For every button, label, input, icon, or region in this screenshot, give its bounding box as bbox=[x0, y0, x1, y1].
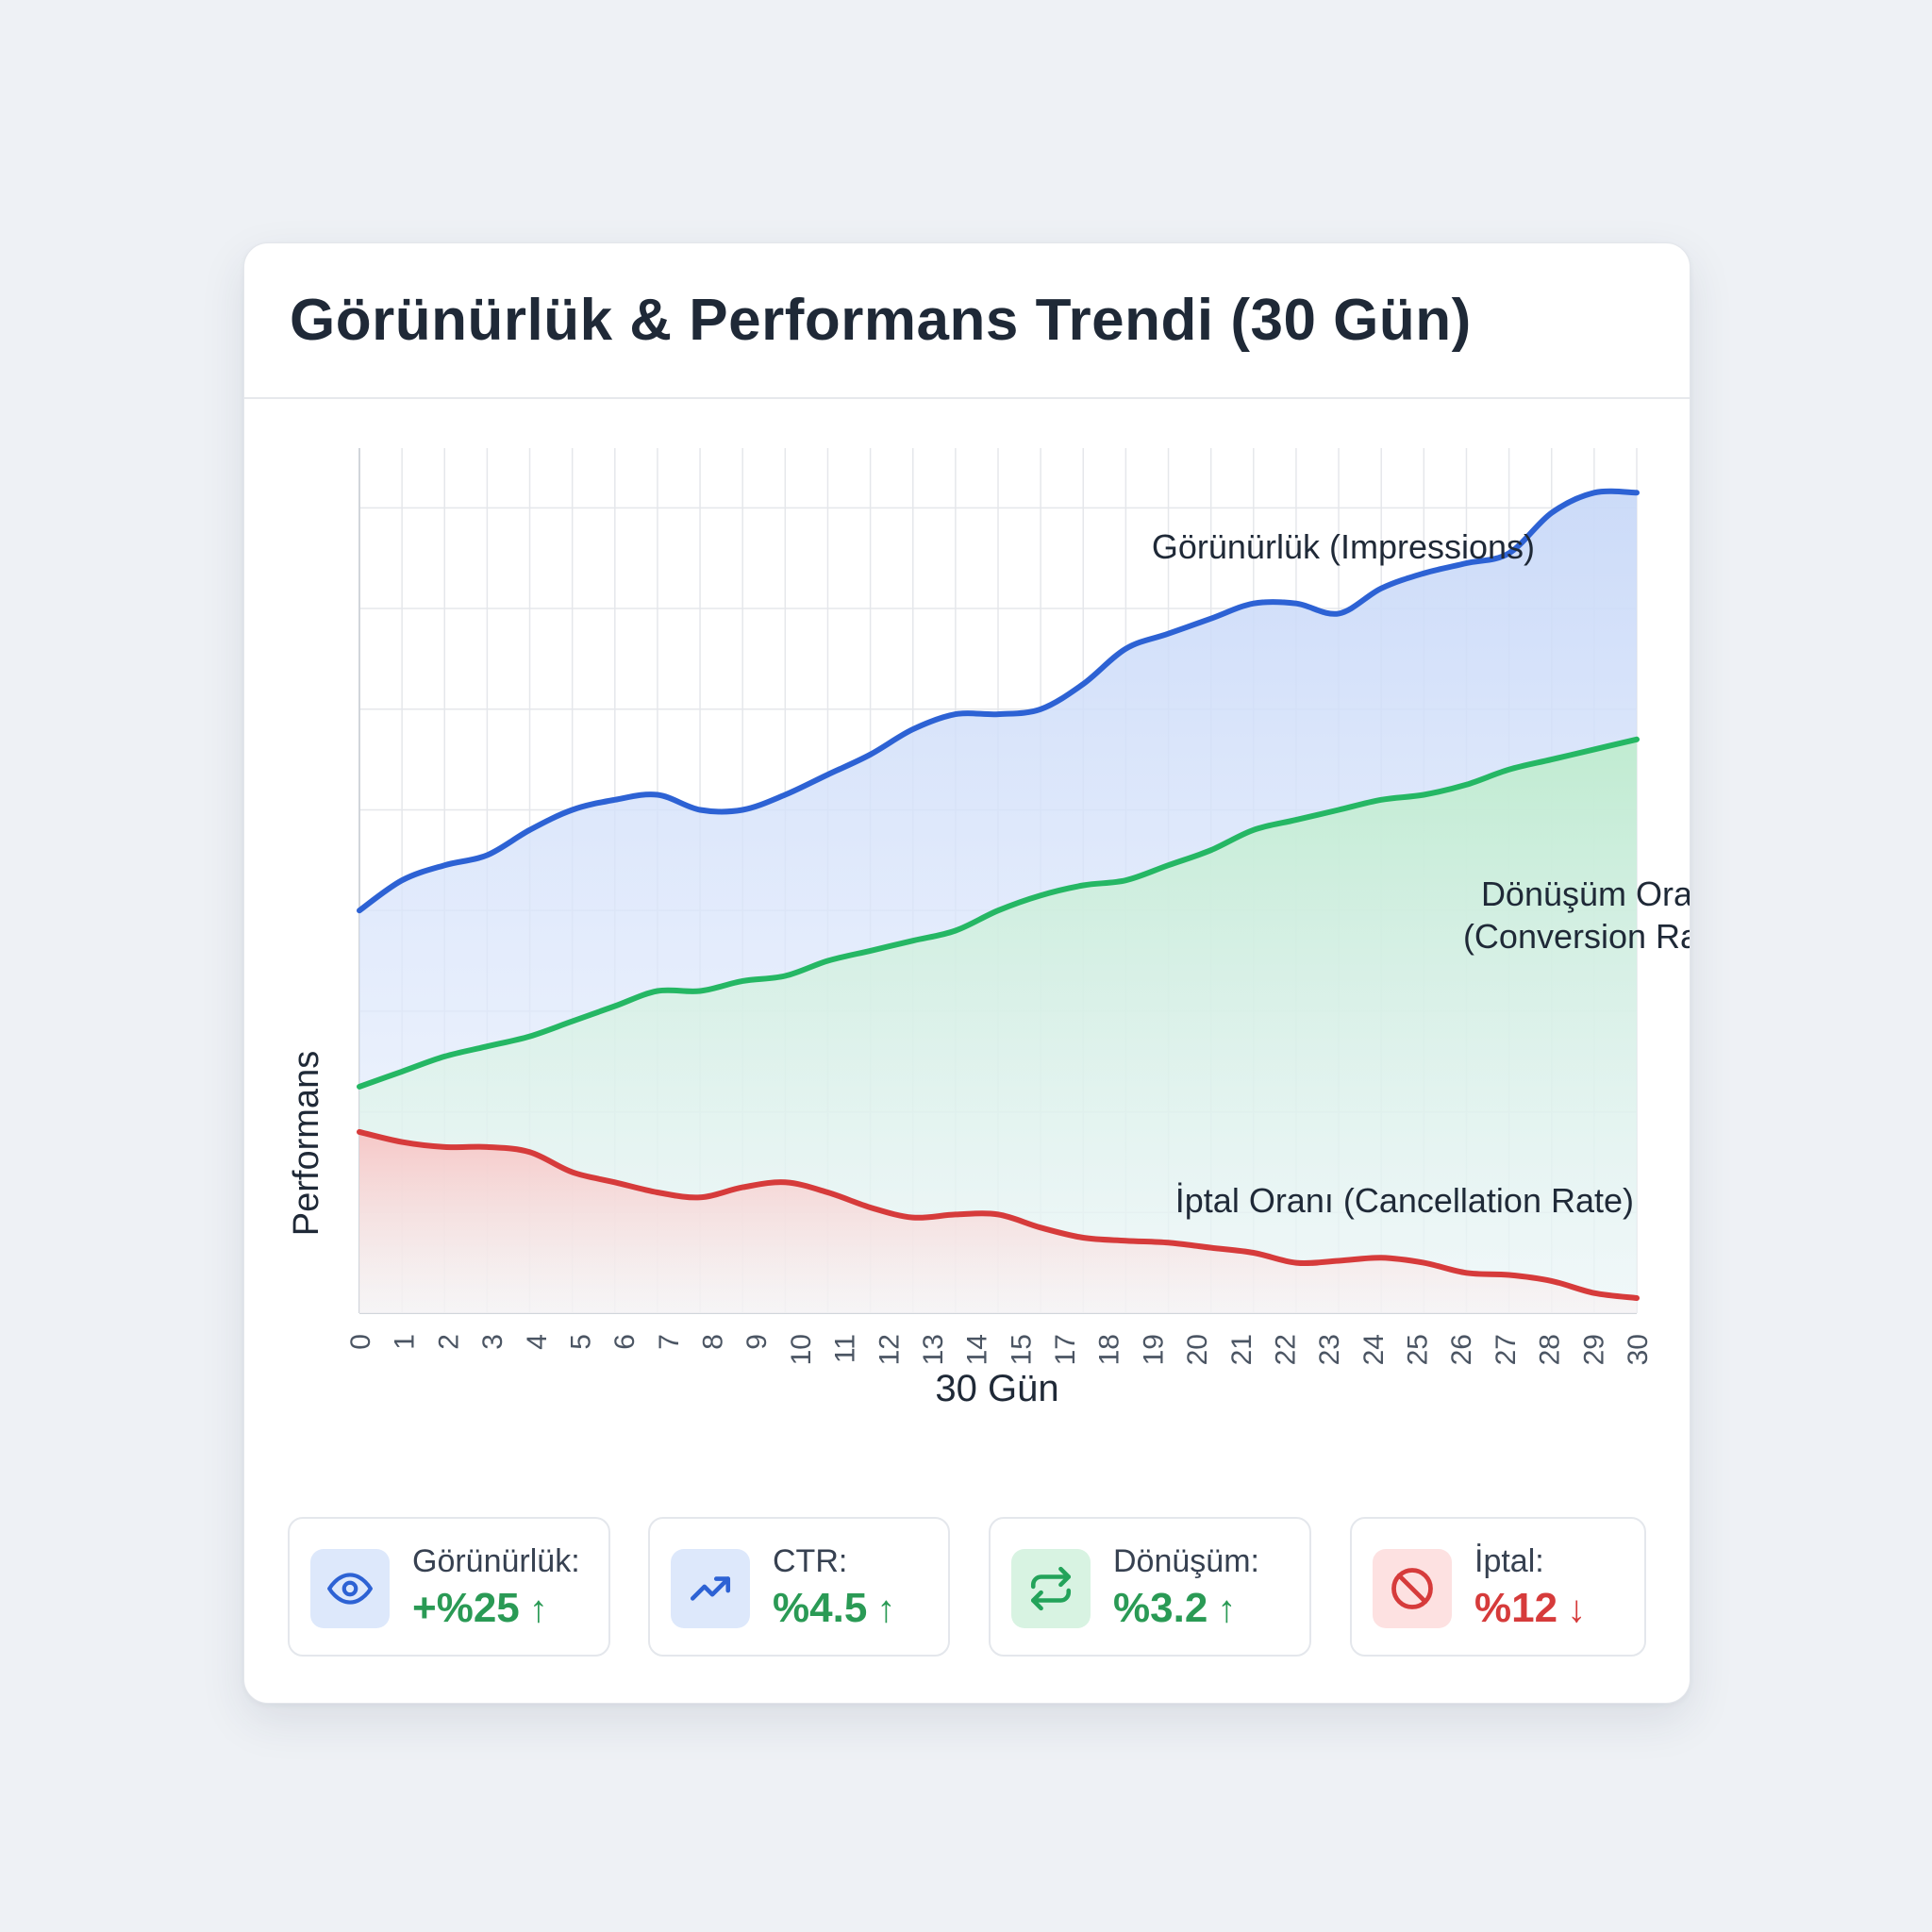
stat-card-ctr: CTR: %4.5 ↑ bbox=[648, 1517, 950, 1657]
chart-title: Görünürlük & Performans Trendi (30 Gün) bbox=[290, 288, 1472, 353]
x-tick-label: 28 bbox=[1535, 1334, 1566, 1365]
x-tick-label: 19 bbox=[1138, 1334, 1169, 1365]
block-icon bbox=[1373, 1549, 1452, 1628]
x-tick-label: 27 bbox=[1491, 1334, 1522, 1365]
stat-label: İptal: bbox=[1474, 1543, 1544, 1579]
x-tick-label: 22 bbox=[1271, 1334, 1302, 1365]
arrow-down-icon: ↓ bbox=[1567, 1589, 1587, 1630]
series-label-cancellation-rate: İptal Oranı (Cancellation Rate) bbox=[1175, 1181, 1634, 1220]
x-tick-label: 6 bbox=[609, 1334, 641, 1350]
x-tick-label: 15 bbox=[1006, 1334, 1037, 1365]
series-line-conversion-rate bbox=[357, 736, 1640, 1090]
x-tick-label: 12 bbox=[874, 1334, 905, 1365]
stat-card-conversion: Dönüşüm: %3.2 ↑ bbox=[989, 1517, 1311, 1657]
x-tick-label: 11 bbox=[830, 1334, 861, 1363]
eye-icon bbox=[310, 1549, 390, 1628]
x-tick-label: 4 bbox=[522, 1334, 553, 1350]
x-tick-label: 30 bbox=[1623, 1334, 1654, 1365]
x-tick-label: 18 bbox=[1094, 1334, 1125, 1365]
stat-value: %4.5 ↑ bbox=[773, 1585, 896, 1631]
stat-value: +%25 ↑ bbox=[412, 1585, 548, 1631]
x-tick-label: 0 bbox=[345, 1334, 376, 1350]
area-fills bbox=[359, 491, 1637, 1313]
x-tick-label: 26 bbox=[1446, 1334, 1477, 1365]
series-line-cancellation-rate bbox=[357, 1128, 1640, 1301]
stat-card-cancellation: İptal: %12 ↓ bbox=[1350, 1517, 1646, 1657]
stats-row: Görünürlük: +%25 ↑ CTR: %4.5 ↑ Dönüşüm: %3… bbox=[288, 1517, 1646, 1658]
line-chart: Görünürlük (Impressions) Dönüşüm Oranı (Co… bbox=[287, 448, 1690, 1409]
x-tick-label: 17 bbox=[1050, 1334, 1081, 1365]
arrow-up-icon: ↑ bbox=[1217, 1589, 1237, 1630]
series-lines bbox=[357, 488, 1640, 1301]
x-tick-label: 7 bbox=[654, 1334, 685, 1350]
series-label-conversion-rate-line-2: (Conversion Rate) bbox=[1463, 917, 1690, 956]
x-tick-label: 8 bbox=[698, 1334, 729, 1350]
series-labels: Görünürlük (Impressions) Dönüşüm Oranı (Co… bbox=[1152, 527, 1690, 1220]
x-tick-label: 23 bbox=[1314, 1334, 1345, 1365]
x-tick-label: 9 bbox=[741, 1334, 773, 1350]
x-tick-label: 25 bbox=[1403, 1334, 1434, 1365]
x-tick-label: 10 bbox=[786, 1334, 817, 1365]
chart-card: Görünürlük & Performans Trendi (30 Gün) bbox=[243, 242, 1690, 1704]
area-conversion-rate bbox=[359, 739, 1637, 1313]
x-tick-label: 5 bbox=[565, 1334, 596, 1350]
x-tick-label: 14 bbox=[962, 1334, 993, 1365]
stat-label: Dönüşüm: bbox=[1113, 1543, 1259, 1579]
x-tick-label: 3 bbox=[477, 1334, 508, 1350]
x-tick-label: 13 bbox=[918, 1334, 949, 1365]
chart-area: Görünürlük (Impressions) Dönüşüm Oranı (Co… bbox=[244, 401, 1690, 1429]
arrow-up-icon: ↑ bbox=[876, 1589, 896, 1630]
stat-label: CTR: bbox=[773, 1543, 848, 1579]
x-tick-label: 29 bbox=[1578, 1334, 1609, 1365]
x-tick-label: 21 bbox=[1226, 1334, 1257, 1365]
x-tick-label: 1 bbox=[390, 1334, 421, 1350]
series-label-conversion-rate-line-1: Dönüşüm Oranı bbox=[1481, 874, 1690, 913]
series-line-impressions bbox=[357, 488, 1640, 914]
x-tick-label: 20 bbox=[1182, 1334, 1213, 1365]
stat-label: Görünürlük: bbox=[412, 1543, 580, 1579]
y-axis-label: Performans bbox=[287, 1051, 326, 1236]
area-cancellation-rate bbox=[359, 1131, 1637, 1313]
arrow-up-icon: ↑ bbox=[528, 1589, 548, 1630]
stat-value: %3.2 ↑ bbox=[1113, 1585, 1237, 1631]
x-tick-label: 2 bbox=[433, 1334, 464, 1350]
stat-card-impressions: Görünürlük: +%25 ↑ bbox=[288, 1517, 610, 1657]
repeat-icon bbox=[1011, 1549, 1091, 1628]
series-label-impressions: Görünürlük (Impressions) bbox=[1152, 527, 1535, 566]
stat-value: %12 ↓ bbox=[1474, 1585, 1587, 1631]
x-tick-labels: 0 1 2 3 4 5 6 7 8 9 10 11 12 13 14 15 17 18 19 20 21 22 23 24 25… bbox=[345, 1334, 1654, 1365]
x-axis-label: 30 Gün bbox=[935, 1368, 1058, 1409]
card-header: Görünürlük & Performans Trendi (30 Gün) bbox=[244, 243, 1690, 399]
trending-up-icon bbox=[671, 1549, 750, 1628]
x-tick-label: 24 bbox=[1358, 1334, 1390, 1365]
